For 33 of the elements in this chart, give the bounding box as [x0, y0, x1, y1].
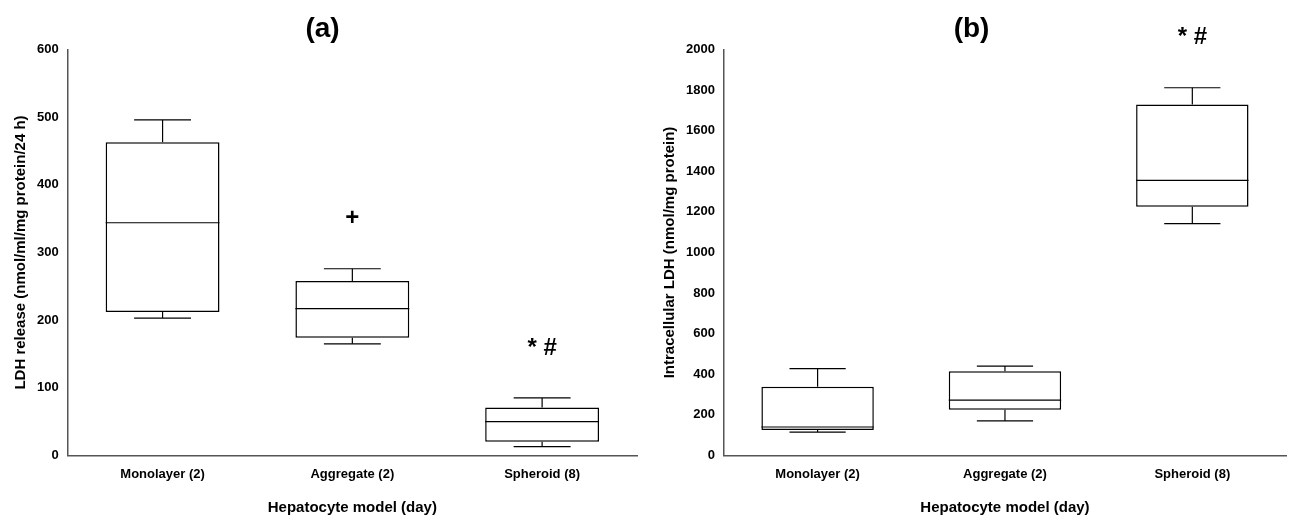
- y-tick-label: 500: [36, 108, 59, 124]
- y-tick-label: 800: [693, 284, 715, 300]
- x-tick-label: Spheroid (8): [1154, 465, 1231, 481]
- y-tick-label: 600: [693, 325, 715, 341]
- y-tick-label: 200: [36, 311, 59, 327]
- x-axis-title: Hepatocyte model (day): [267, 498, 437, 516]
- x-tick-label: Aggregate (2): [963, 465, 1047, 481]
- y-tick-label: 1200: [686, 203, 715, 219]
- y-tick-label: 0: [707, 446, 715, 462]
- annotation: * #: [1177, 22, 1207, 50]
- x-tick-label: Aggregate (2): [310, 465, 395, 481]
- y-axis-title: LDH release (nmol/ml/mg protein/24 h): [11, 115, 29, 390]
- y-tick-label: 400: [693, 365, 715, 381]
- chart-title: (a): [305, 11, 340, 43]
- y-tick-label: 400: [36, 176, 59, 192]
- x-tick-label: Monolayer (2): [120, 465, 205, 481]
- y-axis-title: Intracellular LDH (nmol/mg protein): [660, 126, 678, 379]
- y-tick-label: 1800: [686, 81, 715, 97]
- x-tick-label: Spheroid (8): [504, 465, 581, 481]
- y-tick-label: 300: [36, 244, 59, 260]
- y-tick-label: 200: [693, 406, 715, 422]
- y-tick-label: 600: [36, 41, 59, 57]
- y-tick-label: 1000: [686, 244, 715, 260]
- annotation: * #: [527, 332, 557, 360]
- x-axis-title: Hepatocyte model (day): [920, 498, 1090, 516]
- y-tick-label: 100: [36, 379, 59, 395]
- y-tick-label: 2000: [686, 41, 715, 57]
- y-tick-label: 0: [51, 446, 59, 462]
- y-tick-label: 1400: [686, 162, 715, 178]
- x-tick-label: Monolayer (2): [775, 465, 860, 481]
- chart-title: (b): [953, 11, 990, 43]
- annotation: +: [345, 203, 360, 231]
- y-tick-label: 1600: [686, 122, 715, 138]
